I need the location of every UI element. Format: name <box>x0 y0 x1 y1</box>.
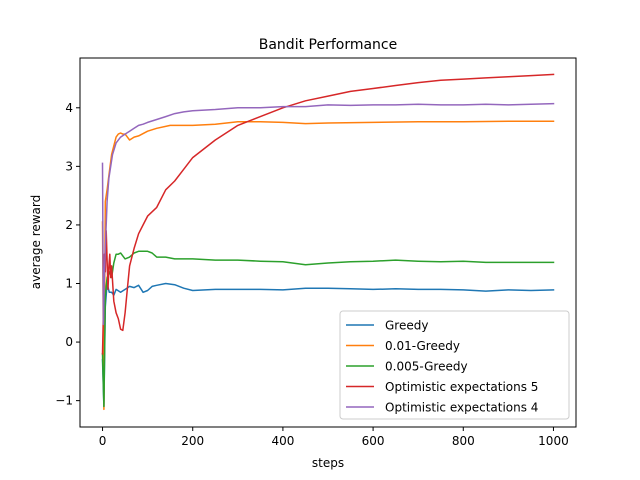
y-tick-label: 3 <box>65 159 73 173</box>
x-tick-label: 200 <box>181 434 204 448</box>
plot-lines <box>101 73 555 411</box>
series-line-4 <box>101 73 555 355</box>
series-line-3 <box>101 250 555 408</box>
x-tick-label: 0 <box>99 434 107 448</box>
axes-frame <box>79 57 577 428</box>
legend-label: Optimistic expectations 5 <box>385 380 538 394</box>
legend-label: 0.005-Greedy <box>385 360 468 374</box>
y-axis-label: average reward <box>29 195 43 290</box>
legend-label: 0.01-Greedy <box>385 339 460 353</box>
x-tick-label: 400 <box>271 434 294 448</box>
y-axis-ticks: −1 0 1 2 3 4 <box>55 101 80 408</box>
x-tick-label: 600 <box>362 434 385 448</box>
x-axis-label: steps <box>312 456 344 470</box>
legend-box <box>339 310 570 420</box>
legend: Greedy 0.01-Greedy 0.005-Greedy Optimistic … <box>339 310 570 420</box>
x-tick-label: 1000 <box>538 434 569 448</box>
x-tick-label: 800 <box>452 434 475 448</box>
series-line-5 <box>101 102 555 326</box>
y-tick-label: −1 <box>55 394 73 408</box>
legend-label: Optimistic expectations 4 <box>385 401 538 415</box>
y-tick-label: 4 <box>65 101 73 115</box>
series-line-2 <box>101 120 555 411</box>
x-axis-ticks: 0 200 400 600 800 1000 <box>99 427 569 448</box>
chart-title: Bandit Performance <box>259 37 398 53</box>
y-tick-label: 2 <box>65 218 73 232</box>
y-tick-label: 0 <box>65 335 73 349</box>
y-tick-label: 1 <box>65 277 73 291</box>
legend-label: Greedy <box>385 319 428 333</box>
